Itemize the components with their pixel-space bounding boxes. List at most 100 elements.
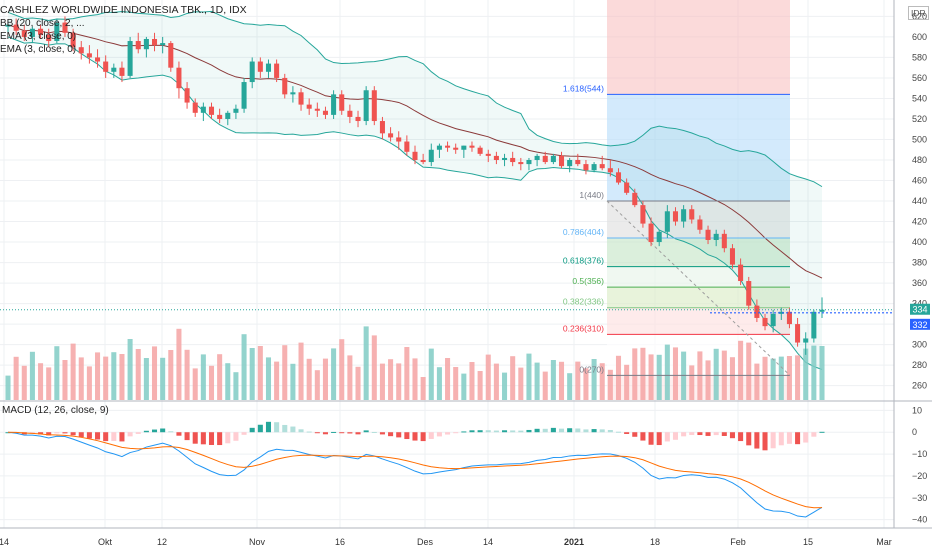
candle[interactable] bbox=[420, 153, 426, 165]
candle[interactable] bbox=[38, 24, 44, 39]
candle[interactable] bbox=[274, 59, 280, 83]
candle[interactable] bbox=[217, 108, 223, 124]
candle[interactable] bbox=[306, 98, 312, 115]
candle[interactable] bbox=[493, 151, 499, 165]
candle[interactable] bbox=[233, 104, 239, 119]
candle[interactable] bbox=[54, 18, 60, 44]
candle[interactable] bbox=[485, 149, 491, 163]
candle[interactable] bbox=[436, 143, 442, 158]
candle[interactable] bbox=[583, 160, 589, 175]
signal-line[interactable] bbox=[7, 431, 823, 509]
candle[interactable] bbox=[13, 18, 19, 35]
candle[interactable] bbox=[607, 160, 613, 177]
candle[interactable] bbox=[363, 86, 369, 126]
candle[interactable] bbox=[78, 41, 84, 60]
candle[interactable] bbox=[558, 151, 565, 169]
candle[interactable] bbox=[632, 188, 638, 208]
candle[interactable] bbox=[689, 205, 695, 224]
candle[interactable] bbox=[453, 143, 459, 154]
candle[interactable] bbox=[151, 32, 158, 52]
candle[interactable] bbox=[713, 229, 719, 247]
candle[interactable] bbox=[510, 151, 516, 167]
candle[interactable] bbox=[314, 102, 320, 117]
candle[interactable] bbox=[127, 36, 133, 78]
candle[interactable] bbox=[518, 157, 524, 171]
candle[interactable] bbox=[550, 153, 556, 165]
study-bb[interactable]: BB (20, close, 2, ... bbox=[0, 18, 85, 29]
candle[interactable] bbox=[265, 59, 272, 78]
candle[interactable] bbox=[119, 61, 125, 83]
candle[interactable] bbox=[200, 102, 206, 122]
candle[interactable] bbox=[404, 135, 410, 156]
candle[interactable] bbox=[795, 317, 801, 347]
candle[interactable] bbox=[29, 26, 35, 44]
candle[interactable] bbox=[331, 90, 337, 119]
candle[interactable] bbox=[729, 244, 735, 269]
candle[interactable] bbox=[95, 49, 101, 68]
candle[interactable] bbox=[648, 217, 654, 247]
candle[interactable] bbox=[371, 86, 377, 126]
candle[interactable] bbox=[225, 110, 231, 126]
candle[interactable] bbox=[379, 116, 385, 140]
candle[interactable] bbox=[705, 225, 711, 245]
fib-trend-line[interactable] bbox=[606, 200, 791, 376]
candle[interactable] bbox=[672, 207, 679, 226]
candle[interactable] bbox=[46, 28, 52, 48]
candle[interactable] bbox=[477, 145, 483, 156]
candle[interactable] bbox=[298, 88, 304, 111]
candle[interactable] bbox=[355, 110, 361, 128]
candle[interactable] bbox=[754, 299, 760, 323]
candle[interactable] bbox=[615, 168, 622, 185]
candle[interactable] bbox=[322, 106, 328, 119]
candle[interactable] bbox=[184, 82, 190, 109]
candle[interactable] bbox=[135, 32, 141, 54]
candle[interactable] bbox=[526, 157, 532, 171]
candle[interactable] bbox=[575, 153, 581, 167]
candle[interactable] bbox=[778, 307, 784, 320]
candle[interactable] bbox=[542, 151, 548, 165]
candle[interactable] bbox=[697, 215, 703, 234]
candle[interactable] bbox=[721, 229, 727, 253]
candle[interactable] bbox=[290, 86, 296, 103]
candle[interactable] bbox=[770, 309, 776, 333]
candle[interactable] bbox=[502, 153, 508, 167]
candle[interactable] bbox=[70, 28, 76, 52]
candle[interactable] bbox=[461, 145, 467, 158]
candle[interactable] bbox=[62, 16, 68, 37]
candle[interactable] bbox=[640, 201, 646, 228]
candle[interactable] bbox=[412, 145, 418, 165]
candle[interactable] bbox=[241, 77, 247, 113]
candle[interactable] bbox=[192, 98, 198, 117]
candle[interactable] bbox=[339, 90, 345, 115]
candle[interactable] bbox=[21, 24, 27, 42]
candle[interactable] bbox=[819, 297, 825, 318]
candle[interactable] bbox=[168, 41, 174, 72]
study-ema-2[interactable]: EMA (3, close, 0) bbox=[0, 44, 77, 55]
candle[interactable] bbox=[347, 104, 353, 124]
candle[interactable] bbox=[249, 57, 255, 89]
candle[interactable] bbox=[599, 155, 605, 171]
candle[interactable] bbox=[803, 332, 809, 355]
candle[interactable] bbox=[534, 153, 540, 167]
candle[interactable] bbox=[624, 178, 630, 195]
candle[interactable] bbox=[567, 157, 573, 173]
candle[interactable] bbox=[445, 141, 451, 152]
candle[interactable] bbox=[282, 73, 288, 99]
candle[interactable] bbox=[396, 131, 402, 150]
candle[interactable] bbox=[428, 143, 434, 167]
candle[interactable] bbox=[86, 45, 92, 64]
candle[interactable] bbox=[160, 36, 166, 54]
candle[interactable] bbox=[257, 57, 263, 78]
candle[interactable] bbox=[208, 102, 215, 119]
candle[interactable] bbox=[786, 307, 792, 329]
candle[interactable] bbox=[111, 63, 117, 78]
macd-label[interactable]: MACD (12, 26, close, 9) bbox=[2, 405, 109, 416]
candle[interactable] bbox=[762, 313, 768, 331]
candle[interactable] bbox=[664, 205, 670, 238]
candle[interactable] bbox=[591, 162, 597, 173]
candle[interactable] bbox=[103, 55, 109, 78]
candle[interactable] bbox=[738, 258, 744, 286]
currency-badge[interactable]: IDR bbox=[908, 6, 929, 20]
candle[interactable] bbox=[811, 309, 817, 343]
